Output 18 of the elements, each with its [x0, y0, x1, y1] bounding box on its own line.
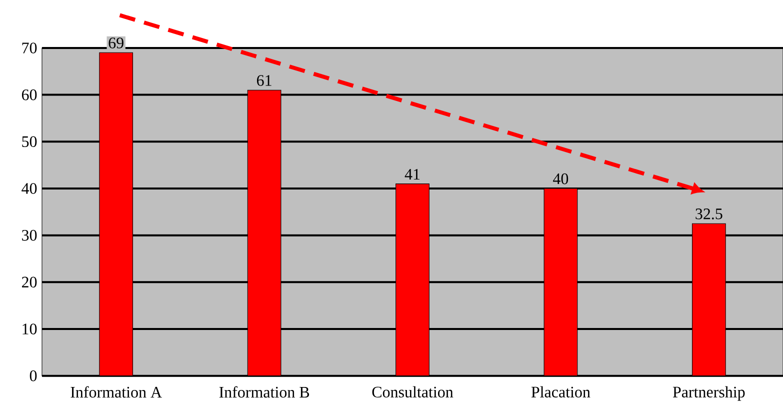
data-label: 41 — [404, 169, 420, 180]
x-tick-label: Information A — [70, 386, 162, 398]
y-tick-label: 70 — [22, 42, 37, 54]
y-tick-label: 20 — [22, 276, 37, 288]
data-label: 61 — [256, 75, 272, 86]
x-tick-label: Partnership — [672, 386, 745, 401]
data-label: 69 — [108, 38, 124, 48]
y-tick-label: 0 — [30, 370, 37, 382]
x-tick-label: Consultation — [372, 386, 454, 398]
data-label: 32.5 — [696, 208, 722, 220]
y-tick-label: 40 — [22, 183, 37, 194]
y-tick-label: 50 — [22, 136, 37, 148]
y-tick-label: 30 — [22, 230, 37, 241]
y-tick-label: 10 — [22, 324, 37, 334]
y-tick-label: 60 — [22, 90, 37, 100]
data-label: 40 — [553, 174, 568, 184]
x-tick-label: Placation — [531, 386, 590, 398]
x-tick-label: Information B — [219, 386, 310, 398]
